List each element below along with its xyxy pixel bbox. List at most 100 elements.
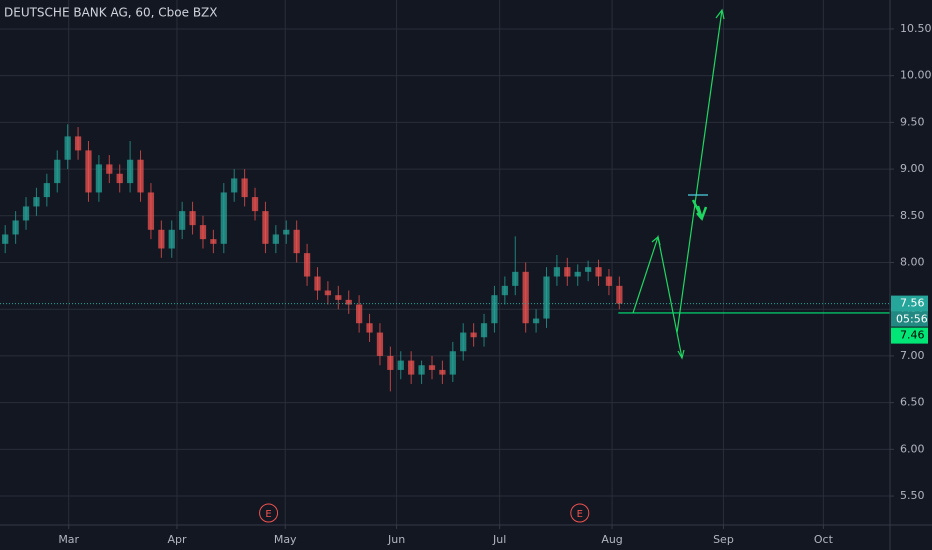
countdown-label: 05:56 (896, 313, 928, 326)
candle-body (33, 197, 40, 207)
candle-body (376, 332, 384, 356)
candle-body (501, 285, 508, 296)
arrow-head (677, 349, 685, 360)
arrow-head (715, 8, 725, 20)
candle-body (356, 304, 363, 324)
candle-body (106, 164, 113, 174)
candle-body (470, 332, 477, 338)
candle-body (251, 197, 259, 212)
candle-body (480, 323, 488, 338)
candle-body (585, 267, 592, 272)
candle-body (574, 271, 581, 277)
candle-body (564, 267, 571, 277)
candle-body (158, 229, 165, 249)
y-tick-label: 6.00 (900, 442, 925, 455)
candle-body (272, 234, 279, 244)
candle-body (439, 369, 446, 375)
earnings-marker (570, 503, 590, 523)
y-tick-label: 9.00 (900, 162, 925, 175)
candle-body (335, 295, 342, 300)
candle-body (210, 239, 217, 244)
candle-body (345, 299, 352, 305)
candle-body (314, 276, 321, 291)
y-tick-label: 6.50 (900, 396, 925, 409)
candle-body (397, 360, 404, 370)
x-tick-label: Sep (713, 533, 734, 546)
candle-body (262, 211, 269, 244)
y-tick-label: 5.50 (900, 489, 925, 502)
candle-body (231, 178, 238, 193)
candle-body (220, 192, 227, 244)
candle-body (449, 351, 456, 375)
drawing (632, 8, 725, 360)
candle-body (43, 183, 50, 198)
candle-body (428, 365, 436, 370)
candle-body (616, 285, 623, 304)
candle-body (532, 318, 540, 324)
candle-body (116, 173, 123, 184)
candle-body (283, 229, 290, 235)
candle-body (543, 276, 550, 319)
axes: 5.506.006.507.007.508.008.509.009.5010.0… (58, 22, 931, 546)
y-tick-label: 7.00 (900, 349, 925, 362)
last-price-label: 7.56 (900, 297, 925, 310)
countdown-box (891, 311, 928, 327)
candle-body (64, 136, 71, 160)
arrow-head (651, 235, 661, 246)
x-tick-label: Oct (814, 533, 834, 546)
candle-body (303, 253, 311, 277)
earnings-marker (259, 503, 279, 523)
x-tick-label: Mar (58, 533, 79, 546)
x-tick-label: Aug (601, 533, 622, 546)
candle-body (553, 267, 561, 277)
candle-body (241, 178, 248, 198)
level-label: 7.46 (900, 329, 925, 342)
chart-title: DEUTSCHE BANK AG, 60, Cboe BZX (4, 6, 218, 20)
x-tick-label: Jun (387, 533, 405, 546)
candle-body (126, 159, 134, 184)
candle-body (491, 295, 498, 324)
y-tick-label: 10.00 (900, 69, 932, 82)
candle-body (147, 192, 155, 230)
earnings-label: E (265, 509, 271, 520)
candle-body (179, 211, 186, 230)
candle-body (74, 136, 82, 151)
candle-body (366, 323, 373, 333)
candle-body (168, 229, 175, 249)
candle-body (293, 229, 300, 254)
candle-body (408, 360, 415, 375)
candle-body (2, 234, 9, 244)
candle-body (512, 271, 519, 286)
x-tick-label: Jul (492, 533, 506, 546)
candle-body (605, 276, 613, 286)
y-tick-label: 9.50 (900, 115, 925, 128)
x-tick-label: Apr (167, 533, 187, 546)
candle-body (189, 211, 196, 226)
candle-body (460, 332, 467, 352)
candle-body (387, 355, 394, 370)
candle-body (137, 159, 144, 193)
level-box (891, 327, 928, 344)
x-tick-label: May (274, 533, 297, 546)
earnings-label: E (577, 509, 583, 520)
candle-body (418, 365, 425, 375)
candle-body (199, 225, 207, 240)
candle-body (522, 271, 529, 324)
grid (0, 0, 890, 525)
arrow-mark (696, 205, 704, 220)
candle-body (22, 206, 30, 221)
projection-line (676, 9, 723, 334)
y-tick-label: 8.50 (900, 209, 925, 222)
y-tick-label: 10.50 (900, 22, 932, 35)
y-tick-label: 8.00 (900, 256, 925, 269)
candle-body (54, 159, 61, 184)
candle-body (85, 150, 92, 193)
candle-body (324, 290, 332, 296)
last-price-box (891, 295, 928, 312)
candle-body (595, 267, 602, 277)
candle-body (12, 220, 19, 235)
